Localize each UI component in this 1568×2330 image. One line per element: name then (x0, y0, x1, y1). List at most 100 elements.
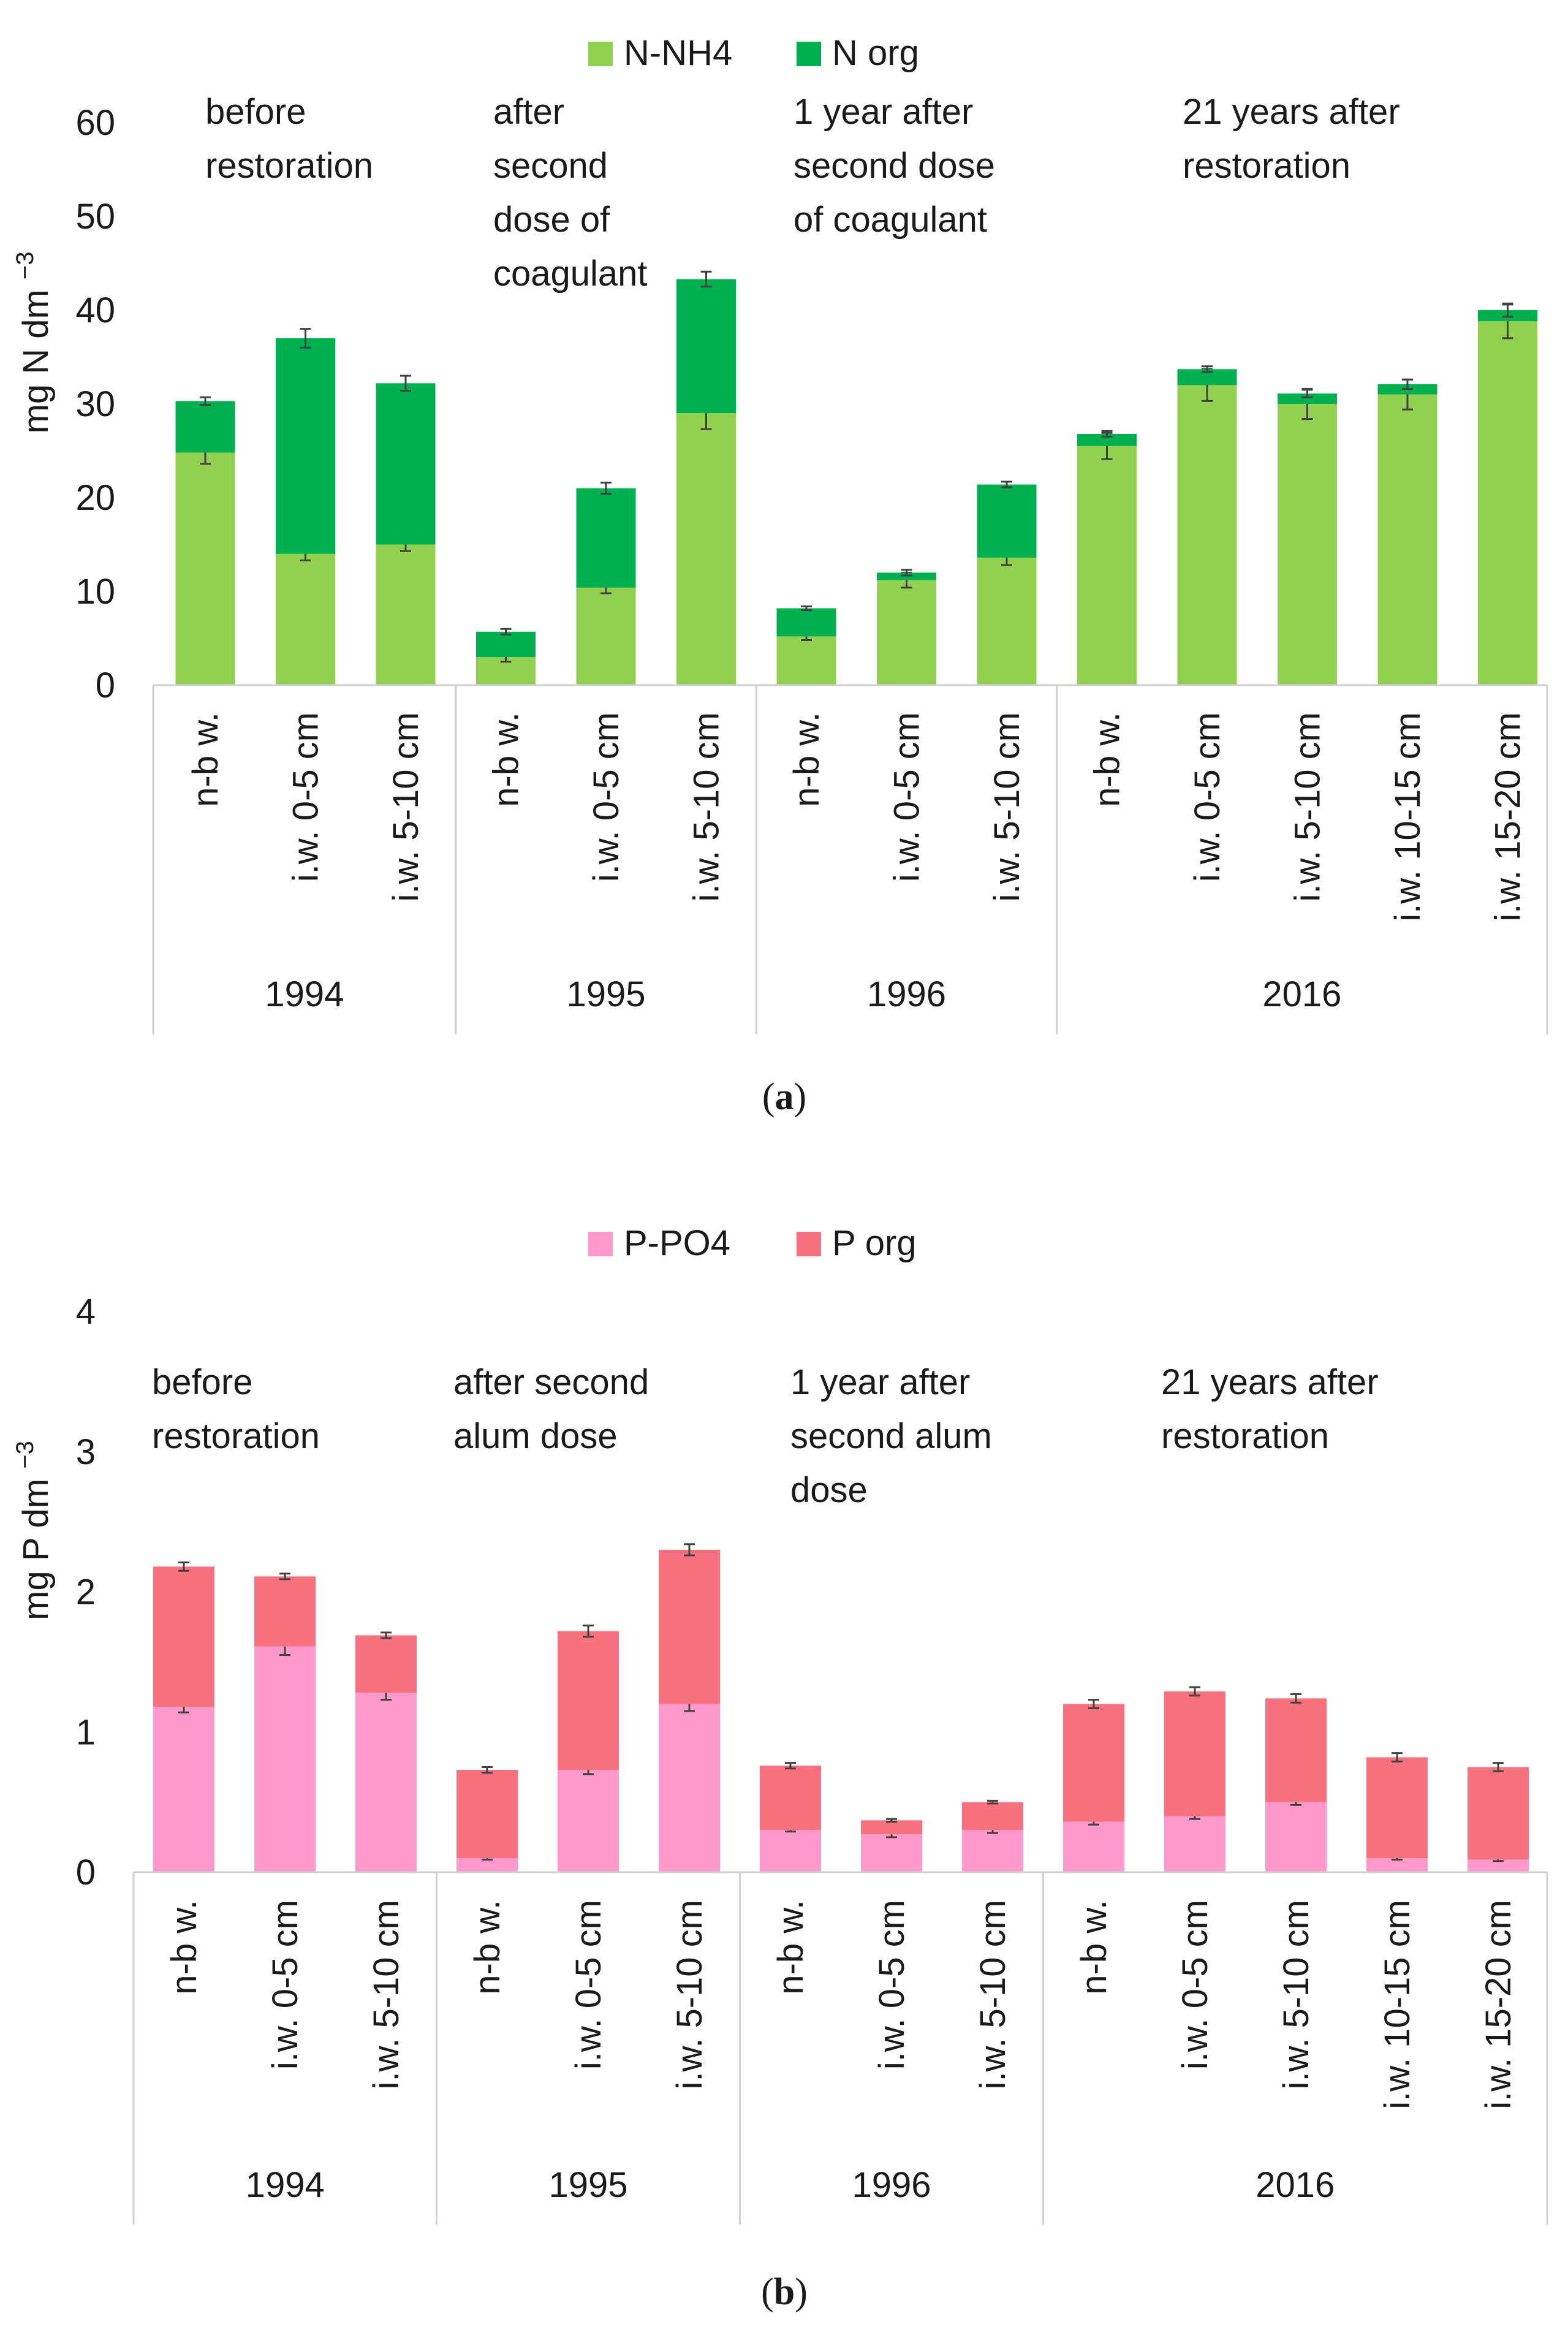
bar-s1-10 (1077, 446, 1137, 685)
error-bar (700, 270, 712, 288)
x-tick-label: n-b w. (1074, 1900, 1114, 1995)
annotation-line: second alum (790, 1416, 992, 1456)
bar-s1-6 (659, 1704, 720, 1872)
bar-s1-6 (676, 413, 736, 685)
bars (153, 1543, 1529, 1872)
error-bar (1402, 378, 1413, 390)
x-tick-label: n-b w. (164, 1900, 204, 1995)
error-bar (1301, 389, 1313, 398)
bar-s2-11 (1164, 1691, 1225, 1816)
group-label: 1995 (566, 974, 645, 1014)
group-label: 1995 (548, 2165, 627, 2205)
bar-s2-1 (175, 401, 235, 453)
annotation-line: 1 year after (793, 92, 973, 132)
x-tick-label: i.w. 0-5 cm (1175, 1900, 1215, 2070)
category-labels: n-b w. i.w. 0-5 cm i.w. 5-10 cm n-b w. i.w. … (164, 1900, 1518, 2109)
error-bar (600, 482, 612, 495)
legend-label-2: N org (832, 33, 919, 73)
bar-s1-9 (977, 557, 1037, 685)
error-bar (785, 1762, 796, 1770)
bar-s2-9 (962, 1802, 1023, 1831)
bar-s1-9 (962, 1830, 1023, 1872)
error-bar (482, 1766, 493, 1774)
annotation-line: after second (453, 1362, 649, 1402)
chart-panel-a: N-NH4 N org 0 10 20 30 40 50 60 mg N dm −3 before r… (12, 33, 1548, 1118)
x-tick-label: i.w. 5-10 cm (670, 1900, 710, 2089)
group-label: 1994 (246, 2165, 325, 2205)
annotation-1: before restoration (152, 1362, 320, 1456)
x-tick-label: n-b w. (787, 712, 827, 807)
x-tick-label: i.w. 0-5 cm (286, 712, 326, 882)
bar-s1-10 (1063, 1821, 1124, 1872)
panel-label-open: ( (761, 2271, 774, 2313)
group-separators (152, 685, 1548, 1034)
bar-s1-13 (1377, 394, 1437, 685)
annotation-line: of coagulant (793, 200, 987, 240)
bar-s2-12 (1265, 1698, 1327, 1802)
annotation-line: restoration (1161, 1416, 1329, 1456)
bar-s2-1 (153, 1566, 214, 1707)
bar-s2-6 (676, 279, 736, 414)
annotation-line: alum dose (453, 1416, 618, 1456)
error-bar (300, 328, 311, 349)
error-bar (1392, 1752, 1403, 1763)
y-axis-title-exponent: −3 (12, 252, 39, 280)
legend-swatch-1 (588, 1232, 613, 1256)
error-bar (1290, 1693, 1301, 1704)
error-bar (1502, 302, 1513, 318)
bar-s1-3 (376, 544, 436, 685)
x-tick-label: i.w. 0-5 cm (586, 712, 626, 882)
bar-s1-3 (355, 1693, 417, 1872)
bar-s1-1 (175, 452, 235, 685)
error-bar (684, 1543, 695, 1557)
group-label: 2016 (1262, 974, 1341, 1014)
y-tick-label: 2 (76, 1573, 96, 1612)
bar-s2-9 (977, 484, 1037, 558)
category-labels: n-b w. i.w. 0-5 cm i.w. 5-10 cm n-b w. i.w. … (186, 712, 1528, 922)
group-labels: 1994 1995 1996 2016 (246, 2165, 1335, 2205)
x-tick-label: i.w. 5-10 cm (987, 712, 1027, 901)
x-tick-label: i.w. 5-10 cm (1276, 1900, 1316, 2089)
bar-s1-11 (1164, 1816, 1225, 1872)
group-label: 1996 (852, 2165, 931, 2205)
y-axis-title-text: mg N dm (16, 279, 56, 433)
annotation-2: after second alum dose (453, 1362, 649, 1456)
bar-s1-13 (1366, 1858, 1428, 1872)
error-bar (1101, 430, 1113, 438)
annotation-3: 1 year after second dose of coagulant (793, 92, 995, 240)
panel-label-close: ) (795, 2271, 808, 2313)
bar-s2-2 (254, 1576, 316, 1647)
x-tick-label: i.w. 5-10 cm (1288, 712, 1328, 901)
bar-s1-5 (558, 1770, 619, 1872)
bar-s2-5 (558, 1631, 619, 1770)
annotation-line: before (152, 1362, 252, 1402)
x-tick-label: n-b w. (771, 1900, 811, 1995)
x-tick-label: i.w. 0-5 cm (569, 1900, 608, 2070)
panel-label: (b) (761, 2271, 808, 2313)
error-bar (400, 374, 411, 392)
legend-label-1: P-PO4 (624, 1223, 730, 1263)
y-tick-label: 60 (75, 103, 115, 143)
annotation-1: before restoration (205, 92, 373, 186)
bar-s2-10 (1063, 1704, 1124, 1822)
bar-s1-11 (1177, 385, 1237, 685)
bar-s2-8 (861, 1820, 922, 1835)
x-tick-label: i.w. 5-10 cm (687, 712, 727, 901)
y-tick-label: 30 (75, 384, 115, 424)
bar-s2-5 (576, 488, 636, 588)
error-bar (901, 569, 912, 577)
legend-swatch-1 (588, 42, 613, 66)
annotation-line: 21 years after (1161, 1362, 1379, 1402)
annotation-line: restoration (1183, 146, 1350, 186)
error-bar (279, 1573, 290, 1581)
group-separators (132, 1872, 1548, 2225)
error-bar (886, 1818, 897, 1823)
error-bar (1493, 1762, 1504, 1772)
x-tick-label: n-b w. (487, 712, 526, 807)
x-tick-label: n-b w. (186, 712, 225, 807)
bar-s2-10 (1077, 433, 1137, 446)
bar-s2-4 (476, 631, 536, 658)
x-tick-label: i.w. 5-10 cm (386, 712, 426, 901)
x-tick-label: i.w. 5-10 cm (366, 1900, 406, 2089)
